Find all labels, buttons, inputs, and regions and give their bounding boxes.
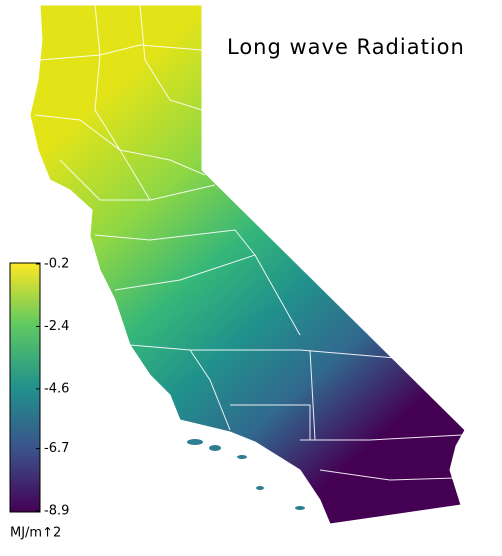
colorbar-tick-label: -6.7 <box>44 441 69 456</box>
colorbar-tick-label: -0.2 <box>44 257 69 272</box>
colorbar-label: MJ/m↑2 <box>10 526 61 541</box>
islands <box>187 439 305 510</box>
county-lines <box>34 4 463 481</box>
map-title: Long wave Radiation <box>227 35 465 59</box>
colorbar-tick-label: -8.9 <box>44 504 69 519</box>
colorbar-tick-label: -4.6 <box>44 381 69 396</box>
state-shape <box>29 4 466 525</box>
colorbar <box>9 262 41 513</box>
colorbar-tick-label: -2.4 <box>44 319 69 334</box>
